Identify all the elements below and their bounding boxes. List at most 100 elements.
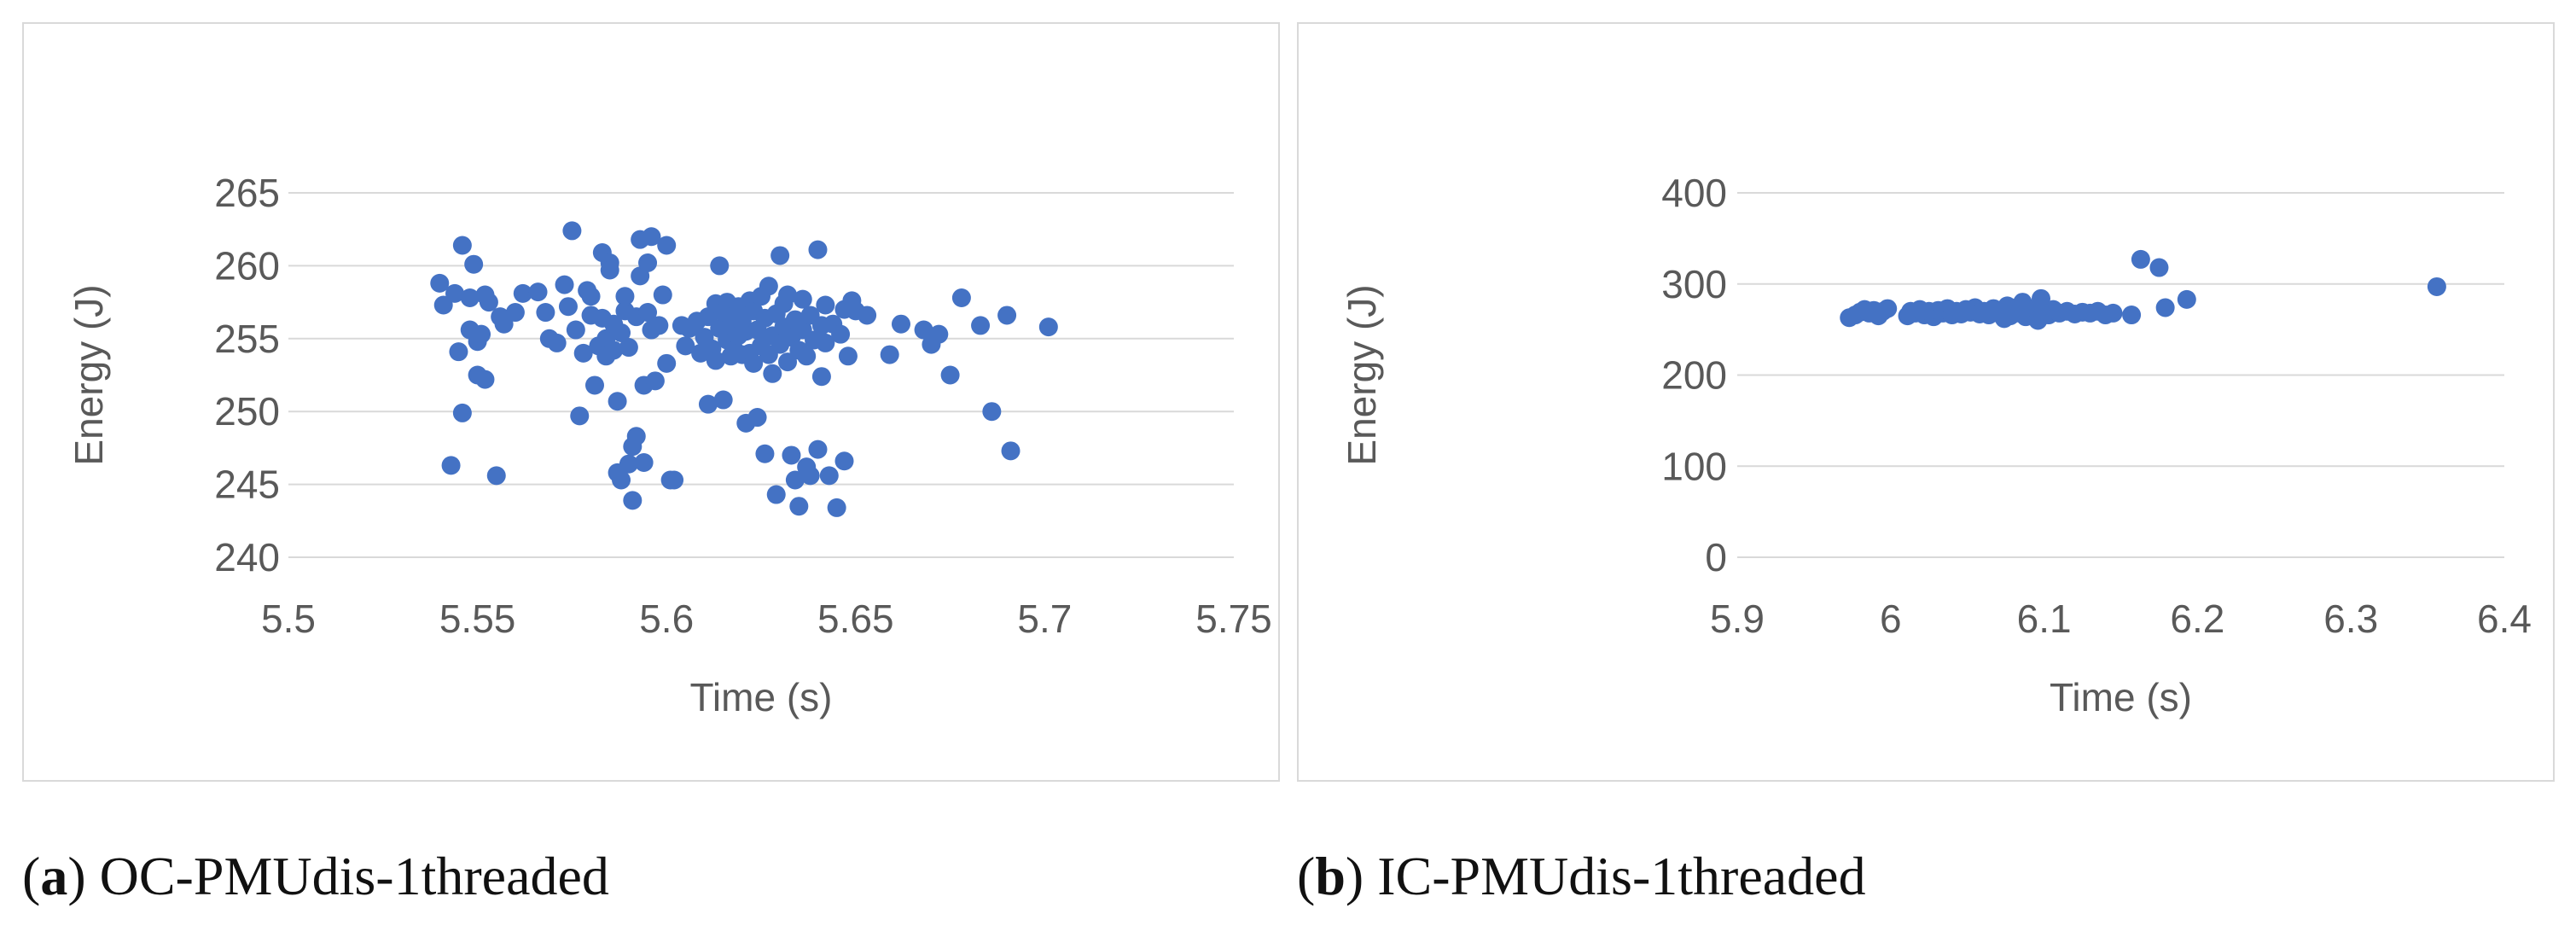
data-point-a-113 bbox=[766, 485, 786, 504]
data-point-a-25 bbox=[555, 275, 574, 294]
caption-b-text: IC-PMUdis-1threaded bbox=[1377, 846, 1866, 906]
data-point-a-16 bbox=[486, 466, 506, 486]
data-point-b-56 bbox=[2131, 249, 2150, 269]
data-point-a-78 bbox=[698, 394, 718, 414]
scatter-chart-b: 0 100 200 300 400 5.9 6 6.1 6.2 6.3 6.4 Time (s) Ene… bbox=[1340, 171, 2532, 719]
data-point-a-126 bbox=[793, 289, 812, 309]
data-point-a-21 bbox=[528, 282, 548, 302]
data-point-a-134 bbox=[808, 240, 828, 259]
data-point-a-160 bbox=[1038, 317, 1058, 337]
data-point-a-125 bbox=[789, 497, 809, 516]
data-point-a-6 bbox=[452, 403, 472, 422]
x-tick-label-a-1: 5.55 bbox=[439, 597, 516, 641]
data-point-a-47 bbox=[612, 323, 631, 342]
data-point-a-72 bbox=[676, 336, 695, 356]
data-point-a-151 bbox=[914, 320, 933, 340]
x-tick-label-b-2: 6.1 bbox=[2017, 597, 2072, 641]
data-point-a-157 bbox=[982, 402, 1002, 422]
data-point-a-143 bbox=[834, 451, 854, 471]
data-point-a-66 bbox=[653, 285, 672, 305]
y-axis-title-a: Energy (J) bbox=[67, 284, 111, 465]
data-point-a-149 bbox=[880, 345, 899, 364]
y-tick-label-a-4: 260 bbox=[214, 243, 280, 288]
data-point-a-50 bbox=[619, 338, 638, 358]
x-tick-label-a-5: 5.75 bbox=[1195, 597, 1272, 641]
x-tick-label-b-3: 6.2 bbox=[2170, 597, 2224, 641]
data-point-a-7 bbox=[460, 288, 480, 307]
data-point-a-34 bbox=[584, 375, 604, 395]
y-tick-label-b-2: 200 bbox=[1661, 353, 1727, 398]
data-point-a-49 bbox=[615, 287, 635, 306]
caption-a-text: OC-PMUdis-1threaded bbox=[99, 846, 609, 906]
data-point-a-33 bbox=[581, 287, 601, 306]
x-tick-label-a-0: 5.5 bbox=[261, 597, 316, 641]
data-point-a-154 bbox=[940, 365, 960, 385]
caption-b: (b) IC-PMUdis-1threaded bbox=[1297, 846, 1866, 906]
y-tick-label-b-1: 100 bbox=[1661, 444, 1727, 488]
data-point-a-26 bbox=[558, 297, 578, 317]
data-point-a-4 bbox=[449, 342, 468, 362]
data-point-a-138 bbox=[816, 295, 835, 315]
data-point-a-137 bbox=[816, 333, 835, 352]
y-tick-label-a-5: 265 bbox=[214, 171, 280, 215]
data-point-a-150 bbox=[891, 314, 910, 334]
data-point-a-159 bbox=[1001, 441, 1021, 461]
x-tick-label-b-0: 5.9 bbox=[1710, 597, 1765, 641]
data-point-b-55 bbox=[2122, 306, 2142, 325]
data-point-a-3 bbox=[445, 283, 465, 303]
data-point-a-145 bbox=[838, 346, 858, 366]
data-point-a-115 bbox=[770, 246, 790, 265]
data-point-a-81 bbox=[706, 351, 725, 370]
data-point-a-120 bbox=[782, 445, 801, 465]
x-tick-label-b-1: 6 bbox=[1880, 597, 1902, 641]
data-point-a-59 bbox=[634, 452, 654, 472]
data-point-a-136 bbox=[811, 367, 831, 387]
x-axis-title-a: Time (s) bbox=[690, 675, 833, 719]
data-point-a-155 bbox=[951, 288, 971, 307]
data-point-a-29 bbox=[570, 406, 590, 426]
y-tick-label-a-2: 250 bbox=[214, 389, 280, 434]
data-point-a-85 bbox=[713, 390, 733, 410]
data-point-a-61 bbox=[638, 253, 658, 272]
data-point-a-68 bbox=[657, 236, 677, 255]
x-tick-label-b-5: 6.4 bbox=[2477, 597, 2532, 641]
y-tick-label-a-0: 240 bbox=[214, 535, 280, 579]
data-point-a-131 bbox=[800, 466, 820, 486]
data-point-a-43 bbox=[604, 341, 624, 360]
data-point-b-60 bbox=[2427, 276, 2446, 296]
data-point-a-158 bbox=[997, 306, 1017, 325]
data-point-a-103 bbox=[747, 408, 767, 428]
data-point-a-141 bbox=[827, 498, 846, 517]
caption-a-letter: a bbox=[40, 846, 68, 906]
y-tick-label-a-3: 255 bbox=[214, 317, 280, 361]
data-point-b-54 bbox=[2103, 303, 2123, 323]
data-point-a-1 bbox=[433, 295, 453, 315]
y-tick-label-b-3: 300 bbox=[1661, 262, 1727, 306]
data-point-a-156 bbox=[971, 316, 991, 335]
data-point-a-109 bbox=[759, 276, 778, 296]
y-tick-label-b-4: 400 bbox=[1661, 171, 1727, 215]
y-tick-label-b-0: 0 bbox=[1705, 535, 1727, 579]
data-point-a-70 bbox=[665, 470, 684, 490]
data-point-a-15 bbox=[479, 293, 498, 312]
data-point-a-153 bbox=[929, 324, 949, 344]
data-point-a-123 bbox=[785, 470, 805, 490]
x-tick-label-a-2: 5.6 bbox=[639, 597, 694, 641]
x-axis-title-b: Time (s) bbox=[2050, 675, 2192, 719]
data-point-a-22 bbox=[536, 303, 555, 323]
data-point-a-62 bbox=[642, 227, 661, 247]
chart-panel-b: 0 100 200 300 400 5.9 6 6.1 6.2 6.3 6.4 Time (s) Ene… bbox=[1297, 22, 2555, 782]
data-point-a-83 bbox=[710, 256, 730, 276]
x-tick-label-b-4: 6.3 bbox=[2323, 597, 2378, 641]
data-point-a-111 bbox=[763, 364, 782, 383]
data-point-b-57 bbox=[2149, 258, 2169, 277]
chart-panel-a: 240 245 250 255 260 265 5.5 5.55 5.6 5.65 5.7 5.75 T… bbox=[22, 22, 1280, 782]
data-point-a-60 bbox=[638, 303, 658, 323]
scatter-chart-a: 240 245 250 255 260 265 5.5 5.55 5.6 5.65 5.7 5.75 T… bbox=[67, 171, 1272, 719]
data-point-a-107 bbox=[755, 444, 775, 463]
data-point-a-118 bbox=[778, 352, 798, 372]
data-point-a-51 bbox=[619, 454, 638, 474]
data-point-a-18 bbox=[494, 314, 514, 334]
data-point-a-0 bbox=[430, 273, 450, 293]
data-point-a-9 bbox=[464, 254, 484, 274]
